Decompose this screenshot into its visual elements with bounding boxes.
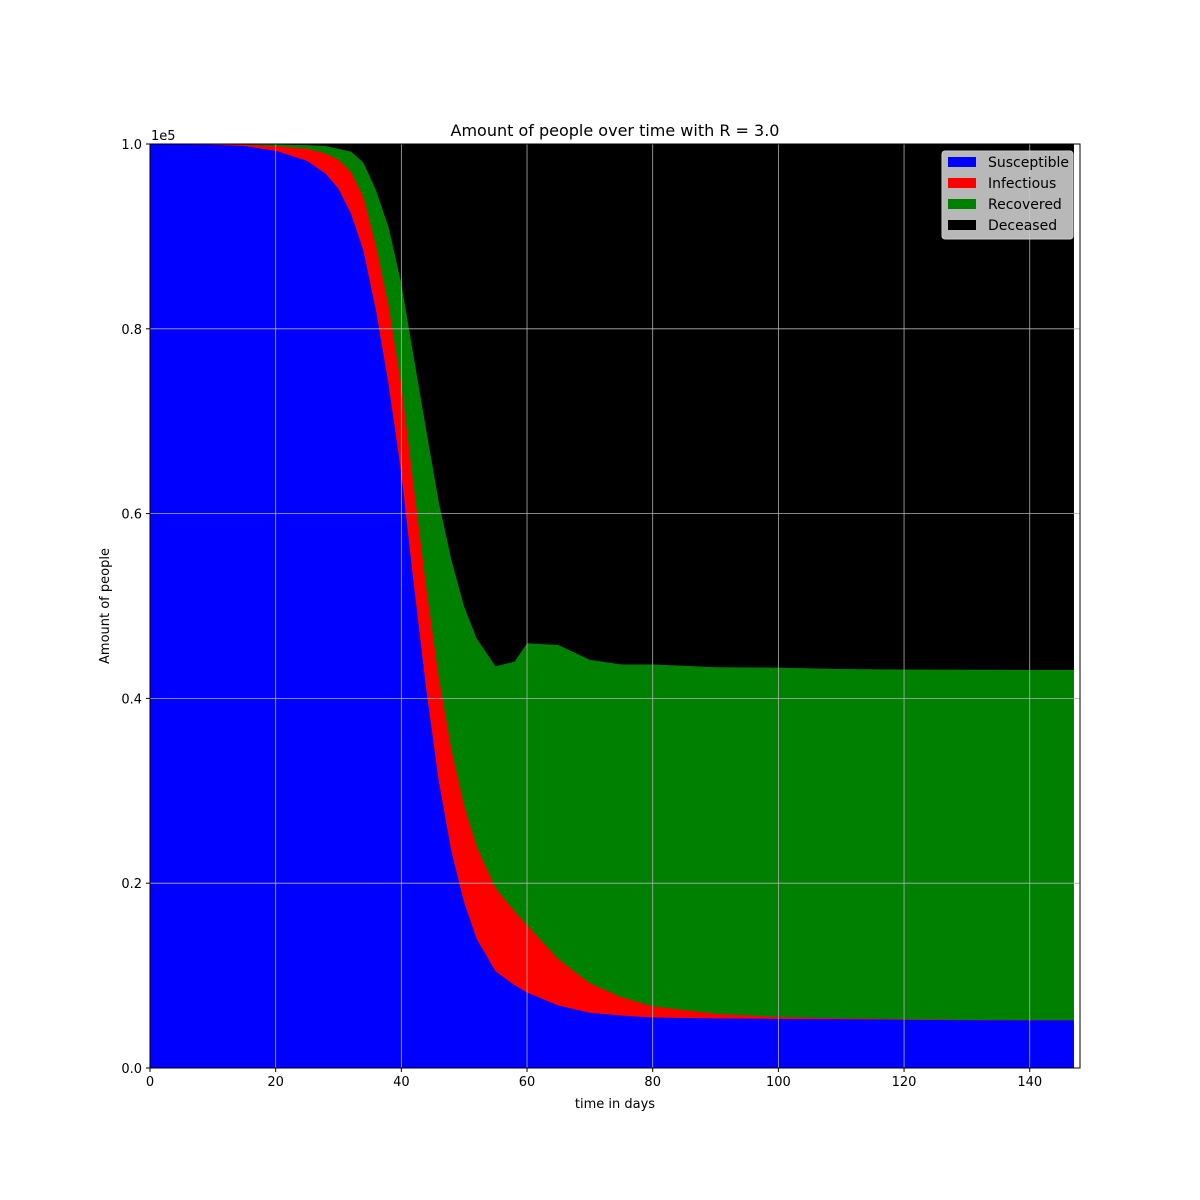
x-tick-label: 140 <box>1017 1075 1042 1090</box>
x-tick-label: 100 <box>766 1075 791 1090</box>
legend-swatch-deceased <box>948 220 976 230</box>
area-layers <box>149 143 1074 1069</box>
y-axis-label: Amount of people <box>98 548 113 664</box>
y-tick-label: 0.0 <box>121 1062 142 1077</box>
legend-label-recovered: Recovered <box>988 197 1062 213</box>
legend-label-deceased: Deceased <box>988 218 1057 234</box>
plot-frame <box>149 143 1081 1069</box>
y-tick-label: 0.4 <box>121 692 142 707</box>
legend-label-susceptible: Susceptible <box>988 155 1069 171</box>
x-tick-label: 20 <box>267 1075 284 1090</box>
x-tick-label: 80 <box>644 1075 661 1090</box>
x-tick-label: 60 <box>519 1075 536 1090</box>
x-axis-ticks: 0 20 40 60 80 100 120 140 <box>146 1068 1042 1090</box>
y-tick-label: 0.8 <box>121 323 142 338</box>
x-tick-label: 120 <box>892 1075 917 1090</box>
legend-swatch-susceptible <box>948 157 976 167</box>
legend-label-infectious: Infectious <box>988 176 1056 192</box>
x-tick-label: 40 <box>393 1075 410 1090</box>
legend-swatch-infectious <box>948 178 976 188</box>
y-tick-label: 0.2 <box>121 877 142 892</box>
x-tick-label: 0 <box>146 1075 154 1090</box>
legend-swatch-recovered <box>948 199 976 209</box>
legend: Susceptible Infectious Recovered Deceased <box>941 150 1074 240</box>
x-axis-label: time in days <box>575 1097 655 1112</box>
y-axis-ticks: 0.0 0.2 0.4 0.6 0.8 1.0 <box>121 138 150 1077</box>
y-tick-label: 1.0 <box>121 138 142 153</box>
y-offset-label: 1e5 <box>151 129 176 144</box>
y-tick-label: 0.6 <box>121 508 142 523</box>
legend-box <box>941 150 1074 240</box>
chart-title: Amount of people over time with R = 3.0 <box>451 121 780 140</box>
